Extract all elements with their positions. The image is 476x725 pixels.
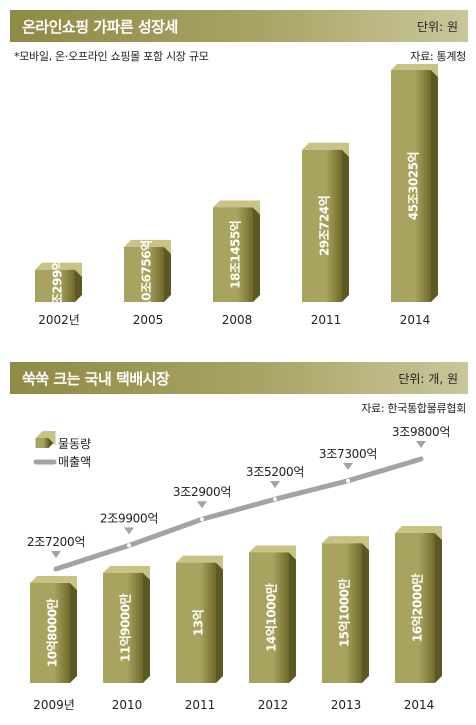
bar-side-face — [289, 552, 296, 683]
bar-front-face — [322, 543, 362, 683]
bar-front-face — [30, 583, 70, 683]
tick-label: 2012 — [258, 698, 289, 712]
revenue-point — [200, 517, 204, 522]
section2-banner-background — [10, 362, 468, 394]
section2-unit: 단위: 개, 원 — [398, 372, 458, 386]
bar — [35, 262, 82, 302]
bar-side-face — [342, 149, 349, 302]
tick-label: 2010 — [112, 698, 143, 712]
bar-top-face — [322, 536, 369, 551]
revenue-label: 2조7200억 — [27, 535, 85, 549]
bar-side-face — [253, 207, 260, 302]
section1-unit: 단위: 원 — [417, 20, 458, 34]
bar-side-face — [431, 70, 438, 302]
bar-top-face — [391, 64, 438, 77]
revenue-pointer — [51, 551, 61, 558]
bar-front-face — [35, 438, 49, 448]
bar-front-face — [124, 246, 164, 302]
tick-label: 2002년 — [38, 313, 80, 327]
bar-side-face — [164, 246, 171, 302]
bar — [30, 576, 77, 683]
data-label: 29조724억 — [318, 196, 332, 256]
section1-note: *모바일, 온·오프라인 쇼핑몰 포함 시장 규모 — [14, 50, 209, 63]
bar-side-face — [435, 533, 442, 683]
tick-label: 2011 — [185, 698, 216, 712]
bar-side-face — [70, 583, 77, 683]
revenue-label: 3조2900억 — [173, 485, 231, 499]
bar-top-face — [249, 545, 296, 560]
legend-label-revenue: 매출액 — [58, 455, 91, 469]
bar-front-face — [302, 149, 342, 302]
data-label: 10억8000만 — [45, 598, 60, 667]
data-label: 11억9000만 — [118, 593, 133, 662]
section1-banner: 온라인쇼핑 가파른 성장세 단위: 원 — [10, 10, 468, 42]
bar — [213, 200, 260, 302]
revenue-line — [53, 456, 424, 572]
tick-label: 2011 — [311, 313, 342, 327]
bar — [103, 565, 150, 683]
section2-title: 쑥쑥 크는 국내 택배시장 — [22, 370, 170, 388]
bar-front-face — [249, 552, 289, 683]
bar-side-face — [143, 572, 150, 683]
revenue-pointer — [197, 501, 207, 509]
data-label: 16억2000만 — [410, 573, 425, 642]
data-label: 10조6756억 — [140, 240, 154, 308]
tick-label: 2013 — [331, 698, 362, 712]
tick-label: 2009년 — [33, 698, 75, 712]
revenue-label: 3조9800억 — [392, 425, 450, 439]
bar-front-face — [103, 572, 143, 683]
section2-banner: 쑥쑥 크는 국내 택배시장 단위: 개, 원 — [10, 362, 468, 394]
revenue-pointer — [270, 481, 280, 489]
bar — [302, 142, 349, 302]
data-label: 6조299억 — [51, 260, 65, 312]
bar — [176, 555, 223, 683]
data-label: 13억 — [192, 610, 206, 636]
revenue-pointer — [416, 441, 426, 448]
bar — [322, 536, 369, 683]
section2-source: 자료: 한국통합물류협회 — [361, 402, 466, 415]
tick-label: 2014 — [404, 698, 435, 712]
bar-front-face — [395, 533, 435, 683]
bar-side-face — [362, 543, 369, 683]
bar-side-face — [48, 438, 56, 448]
bar — [391, 64, 438, 302]
revenue-point — [273, 497, 277, 502]
data-label: 18조1455억 — [229, 221, 243, 289]
tick-label: 2014 — [400, 313, 431, 327]
revenue-label: 3조5200억 — [246, 465, 304, 479]
bar-front-face — [35, 269, 75, 302]
bar — [124, 239, 171, 302]
data-label: 15억1000만 — [337, 579, 352, 648]
revenue-label: 2조9900억 — [100, 511, 158, 525]
bar-front-face — [176, 562, 216, 683]
data-label: 45조3025억 — [407, 152, 421, 220]
bar — [249, 545, 296, 683]
revenue-pointer — [343, 462, 353, 470]
data-label: 14억1000만 — [264, 583, 279, 652]
bar-side-face — [216, 562, 223, 683]
revenue-pointer — [124, 527, 134, 535]
tick-label: 2005 — [133, 313, 164, 327]
bar — [395, 526, 442, 683]
legend-label-volume: 물동량 — [58, 437, 91, 451]
bar-front-face — [213, 207, 253, 302]
bar-side-face — [75, 269, 82, 302]
tick-label: 2008 — [222, 313, 253, 327]
section1-banner-background — [10, 10, 468, 42]
section1-source: 자료: 통계청 — [410, 50, 466, 63]
revenue-label: 3조7300억 — [319, 447, 377, 461]
revenue-point — [346, 478, 350, 483]
bar-top-face — [176, 555, 223, 570]
section1-title: 온라인쇼핑 가파른 성장세 — [22, 18, 178, 36]
legend-bar-swatch — [35, 431, 56, 448]
bar-front-face — [391, 70, 431, 302]
revenue-point — [127, 543, 131, 548]
